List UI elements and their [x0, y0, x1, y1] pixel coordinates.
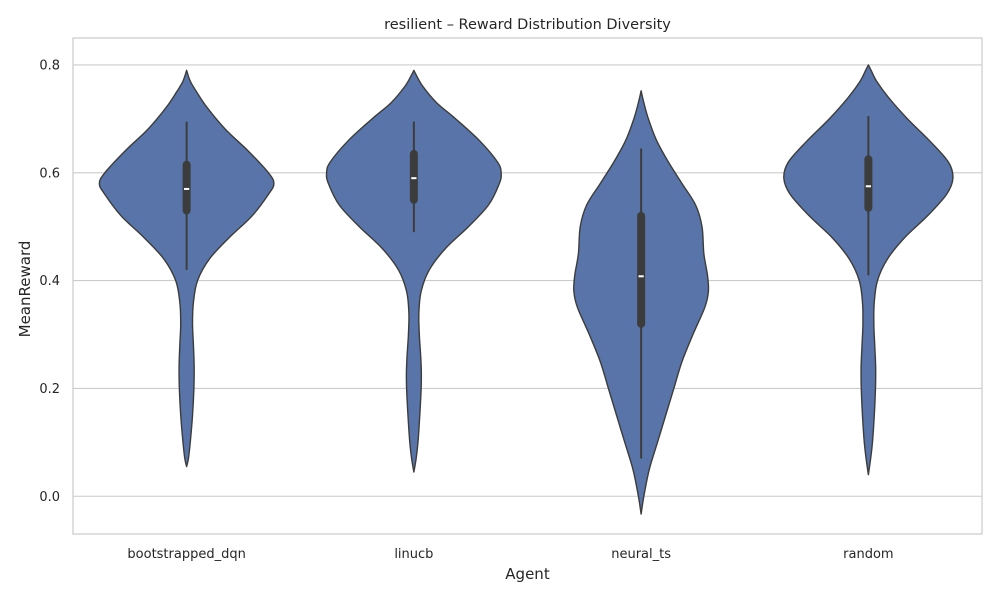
y-tick-label: 0.8 — [39, 58, 60, 73]
plot-frame — [72, 37, 983, 535]
chart-title: resilient – Reward Distribution Diversit… — [384, 17, 671, 33]
tick-labels: 0.0 0.2 0.4 0.6 0.8 bootstrapped_dqn linucb neu… — [39, 58, 893, 562]
y-tick-label: 0.4 — [39, 274, 60, 289]
x-axis-label: Agent — [505, 565, 550, 583]
x-tick-label: bootstrapped_dqn — [127, 547, 245, 562]
y-tick-label: 0.2 — [39, 382, 60, 397]
y-tick-label: 0.0 — [39, 490, 60, 505]
y-axis-label: MeanReward — [16, 241, 34, 338]
y-tick-label: 0.6 — [39, 166, 60, 181]
violin-body — [325, 69, 502, 473]
x-tick-label: random — [843, 547, 893, 562]
violins — [98, 64, 954, 515]
x-tick-label: linucb — [394, 547, 433, 562]
x-tick-label: neural_ts — [611, 547, 671, 562]
